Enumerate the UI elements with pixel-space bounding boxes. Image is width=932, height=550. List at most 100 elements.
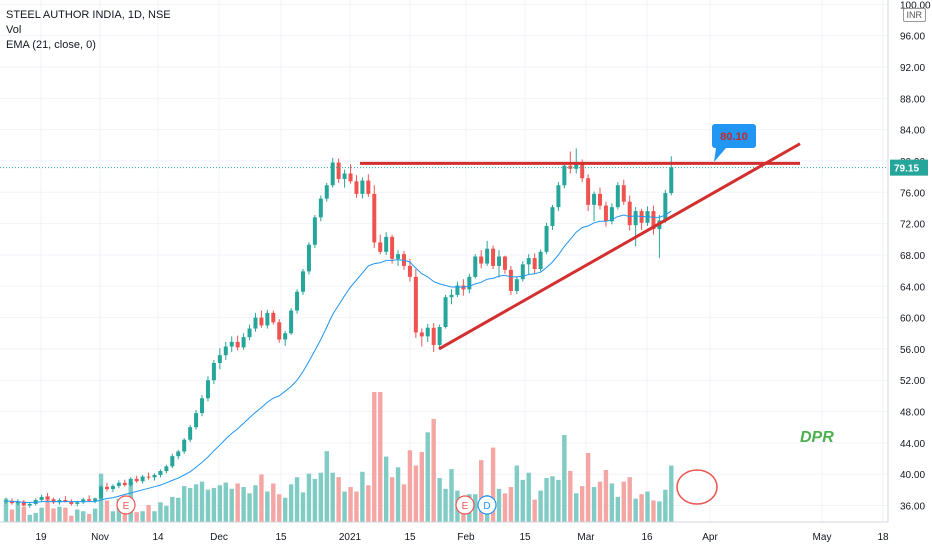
volume-bar xyxy=(81,511,86,522)
volume-bar xyxy=(229,488,234,522)
candle-body xyxy=(419,332,424,337)
volume-bar xyxy=(211,487,217,522)
candle-body xyxy=(514,279,519,291)
volume-bar xyxy=(520,479,525,522)
candle-body xyxy=(152,474,157,478)
volume-bar xyxy=(574,493,579,522)
volume-bar xyxy=(597,481,603,522)
candle-body xyxy=(318,198,323,218)
volume-bar xyxy=(609,483,615,522)
volume-bar xyxy=(579,486,585,522)
volume-bar xyxy=(585,452,591,522)
candle-body xyxy=(277,322,282,340)
candle-body xyxy=(663,193,668,221)
volume-bar xyxy=(639,494,644,522)
volume-bar xyxy=(265,491,270,522)
volume-bar xyxy=(69,515,74,522)
overlay-drawings: 80.10 DPR E E D xyxy=(0,124,888,515)
volume-bar xyxy=(282,497,288,522)
candle-body xyxy=(455,285,460,295)
y-tick-label: 72.00 xyxy=(900,220,925,231)
ema-line xyxy=(5,210,672,503)
x-tick-label: 15 xyxy=(404,532,416,543)
candle-body xyxy=(122,482,127,486)
y-tick-label: 40.00 xyxy=(900,470,925,481)
candle-body xyxy=(330,162,335,186)
y-tick-label: 76.00 xyxy=(900,188,925,199)
volume-bar xyxy=(271,483,276,522)
candle-body xyxy=(627,201,632,226)
volume-bar xyxy=(562,435,567,522)
candle-body xyxy=(265,312,270,326)
price-axis[interactable]: 36.00 40.00 44.00 48.00 52.00 56.00 60.00 64.00… xyxy=(887,0,931,522)
event-marker xyxy=(477,495,497,515)
volume-legend[interactable]: Vol xyxy=(6,24,22,36)
candle-body xyxy=(194,413,199,428)
candle-body xyxy=(146,476,151,478)
x-tick-label: May xyxy=(813,532,832,543)
candle-body xyxy=(87,499,92,501)
candle-body xyxy=(384,236,389,252)
volume-bar xyxy=(21,506,27,522)
candle-body xyxy=(485,248,490,264)
volume-bar xyxy=(479,460,484,522)
volume-bar xyxy=(663,489,668,522)
currency-badge[interactable]: INR xyxy=(902,8,926,22)
candle-body xyxy=(372,193,377,243)
candle-body xyxy=(431,327,436,345)
candle-body xyxy=(354,181,359,194)
candle-body xyxy=(502,256,507,270)
candle-body xyxy=(217,355,222,363)
last-price-label: 79.15 xyxy=(894,164,919,175)
volume-bar xyxy=(372,392,377,522)
x-tick-label: 2021 xyxy=(339,532,362,543)
candle-body xyxy=(200,398,205,414)
candle-body xyxy=(229,341,234,347)
candle-body xyxy=(467,276,472,290)
volume-bar xyxy=(419,452,424,522)
y-tick-label: 64.00 xyxy=(900,282,925,293)
x-tick-label: 14 xyxy=(152,532,164,543)
candle-body xyxy=(39,496,44,501)
volume-bar xyxy=(63,507,68,522)
candle-body xyxy=(580,162,585,179)
candle-body xyxy=(586,178,591,205)
x-tick-label: Apr xyxy=(702,532,718,543)
volume-bar xyxy=(15,502,21,522)
candle-body xyxy=(306,244,311,272)
symbol-title[interactable]: STEEL AUTHOR INDIA, 1D, NSE xyxy=(6,9,171,21)
volume-bar xyxy=(146,504,151,522)
volume-bar xyxy=(651,500,656,522)
time-axis[interactable]: 19 Nov 14 Dec 15 2021 15 Feb 15 Mar 16 Apr May 18 xyxy=(0,521,889,543)
x-tick-label: Dec xyxy=(210,532,228,543)
candle-body xyxy=(176,451,181,457)
x-tick-label: 16 xyxy=(641,532,653,543)
candle-body xyxy=(669,167,674,194)
candle-body xyxy=(479,256,484,264)
candle-body xyxy=(21,501,26,506)
volume-bar xyxy=(407,450,413,522)
candle-body xyxy=(63,500,68,502)
volume-bar xyxy=(110,511,116,522)
candle-body xyxy=(550,207,555,226)
volume-bar xyxy=(550,476,555,522)
y-tick-label: 68.00 xyxy=(900,251,925,262)
candle-body xyxy=(205,380,210,399)
candle-body xyxy=(93,498,98,501)
volume-bar xyxy=(253,485,258,522)
candle-body xyxy=(526,258,531,265)
ema-legend[interactable]: EMA (21, close, 0) xyxy=(6,39,96,51)
y-tick-label: 96.00 xyxy=(900,32,925,43)
candle-body xyxy=(497,256,502,266)
volume-bar xyxy=(502,493,508,522)
candle-body xyxy=(336,162,341,179)
candle-body xyxy=(247,328,252,338)
candle-body xyxy=(378,242,383,252)
candle-body xyxy=(289,310,294,334)
volume-bar xyxy=(86,513,92,522)
volume-bar xyxy=(443,488,448,522)
x-tick-label: 19 xyxy=(35,532,47,543)
candle-body xyxy=(538,251,543,270)
x-tick-label: Feb xyxy=(457,532,475,543)
